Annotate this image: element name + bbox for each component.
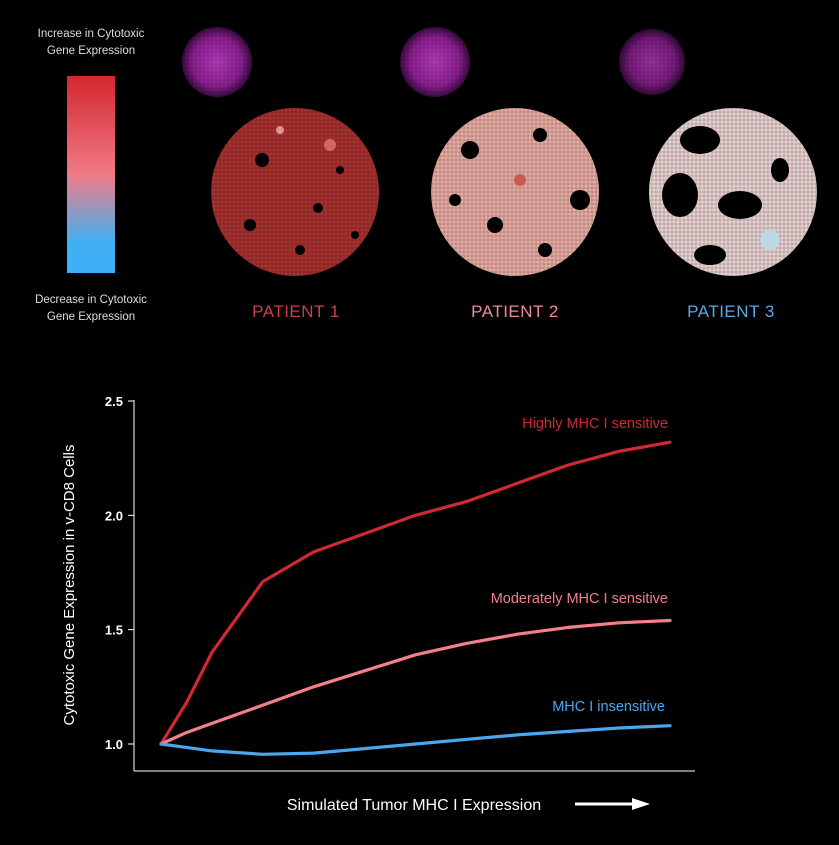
- legend-gradient-bar: [67, 76, 115, 273]
- y-tick-label: 1.5: [105, 623, 123, 638]
- y-tick-label: 2.5: [105, 394, 123, 409]
- chart-axes: [133, 400, 695, 772]
- x-axis-label: Simulated Tumor MHC I Expression: [287, 797, 541, 814]
- patient-images: [182, 27, 817, 276]
- series-label-2: MHC I insensitive: [552, 699, 665, 715]
- arrow-right-icon: [575, 798, 650, 810]
- series-label-0: Highly MHC I sensitive: [522, 416, 668, 432]
- patient-2-thumbnail: [400, 27, 470, 97]
- patient-1-map: [211, 108, 379, 276]
- patient-3-map: [649, 108, 817, 276]
- patient-3-thumbnail: [619, 29, 685, 95]
- series-label-1: Moderately MHC I sensitive: [491, 591, 668, 607]
- y-axis-label: Cytotoxic Gene Expression in v-CD8 Cells: [61, 445, 78, 726]
- legend-bottom-label: Decrease in Cytotoxic Gene Expression: [35, 294, 147, 323]
- patient-2-map: [431, 108, 599, 276]
- y-tick-label: 2.0: [105, 508, 123, 523]
- series-line-0: [159, 440, 672, 746]
- y-tick-label: 1.0: [105, 737, 123, 752]
- patient-3-label: PATIENT 3: [687, 302, 775, 321]
- series-line-2: [159, 724, 672, 756]
- patient-1-thumbnail: [182, 27, 252, 97]
- legend-top-label: Increase in Cytotoxic Gene Expression: [37, 28, 145, 57]
- patient-2-label: PATIENT 2: [471, 302, 559, 321]
- patient-1-label: PATIENT 1: [252, 302, 340, 321]
- series-line-1: [159, 618, 672, 746]
